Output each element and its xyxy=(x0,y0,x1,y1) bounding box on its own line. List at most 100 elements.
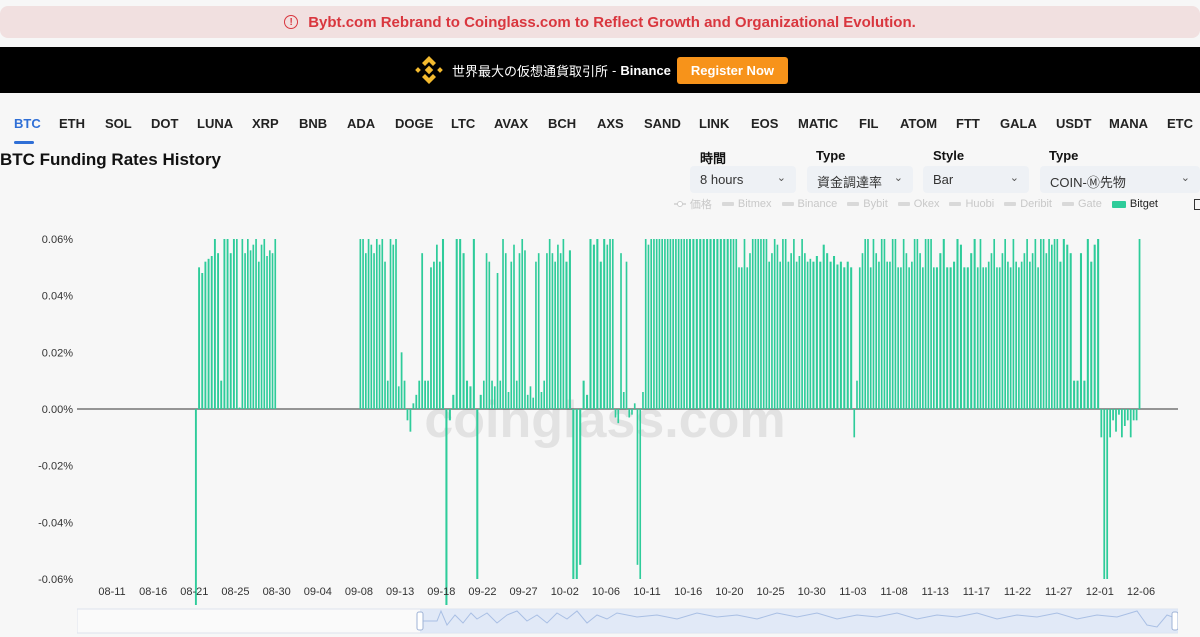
funding-rate-bar[interactable] xyxy=(949,267,952,409)
funding-rate-bar[interactable] xyxy=(706,239,709,409)
funding-rate-bar[interactable] xyxy=(979,239,982,409)
funding-rate-bar[interactable] xyxy=(526,394,529,409)
funding-rate-bar[interactable] xyxy=(1106,409,1109,579)
rate-type-select[interactable]: 資金調達率 ⌄ xyxy=(807,166,913,193)
funding-rate-bar[interactable] xyxy=(617,409,620,424)
funding-rate-bar[interactable] xyxy=(655,239,658,409)
funding-rate-bar[interactable] xyxy=(625,261,628,409)
slider-left-handle[interactable] xyxy=(416,611,424,631)
funding-rate-bar[interactable] xyxy=(1053,239,1056,409)
funding-rate-bar[interactable] xyxy=(255,239,257,409)
funding-rate-bar[interactable] xyxy=(367,239,370,409)
funding-rate-bar[interactable] xyxy=(1009,267,1012,409)
funding-rate-bar[interactable] xyxy=(677,239,680,409)
funding-rate-bar[interactable] xyxy=(518,253,521,409)
funding-rate-bar[interactable] xyxy=(1079,253,1083,409)
funding-rate-bar[interactable] xyxy=(743,239,746,409)
funding-rate-bar[interactable] xyxy=(452,394,455,409)
funding-rate-bar[interactable] xyxy=(760,239,762,409)
funding-rate-bar[interactable] xyxy=(867,239,869,409)
funding-rate-bar[interactable] xyxy=(575,409,578,579)
funding-rate-bar[interactable] xyxy=(433,261,435,409)
register-now-button[interactable]: Register Now xyxy=(676,56,788,84)
funding-rate-bar[interactable] xyxy=(636,409,639,565)
tab-link[interactable]: LINK xyxy=(699,116,730,131)
funding-rate-bar[interactable] xyxy=(504,253,507,409)
funding-rate-bar[interactable] xyxy=(666,239,669,409)
funding-rate-bar[interactable] xyxy=(1031,253,1034,409)
funding-rate-bar[interactable] xyxy=(839,261,842,409)
funding-rate-bar[interactable] xyxy=(226,239,229,409)
funding-rate-bar[interactable] xyxy=(998,267,1001,409)
funding-rate-bar[interactable] xyxy=(1029,261,1031,409)
funding-rate-bar[interactable] xyxy=(647,244,650,409)
funding-rate-bar[interactable] xyxy=(532,397,535,409)
funding-rate-bar[interactable] xyxy=(843,267,846,409)
funding-rate-bar[interactable] xyxy=(1001,253,1004,409)
funding-rate-bar[interactable] xyxy=(812,261,815,409)
funding-rate-bar[interactable] xyxy=(996,267,998,409)
funding-rate-bar[interactable] xyxy=(946,267,949,409)
funding-rate-bar[interactable] xyxy=(1048,239,1050,409)
funding-rate-bar[interactable] xyxy=(985,267,987,409)
funding-rate-bar[interactable] xyxy=(375,239,378,409)
funding-rate-bar[interactable] xyxy=(546,253,548,409)
funding-rate-bar[interactable] xyxy=(397,386,400,409)
funding-rate-bar[interactable] xyxy=(614,409,617,418)
legend-item-binance[interactable]: Binance xyxy=(781,198,837,210)
funding-rate-bar[interactable] xyxy=(415,394,418,409)
funding-rate-bar[interactable] xyxy=(719,239,722,409)
funding-rate-bar[interactable] xyxy=(856,380,858,409)
funding-rate-bar[interactable] xyxy=(658,239,661,409)
tab-xrp[interactable]: XRP xyxy=(252,116,279,131)
funding-rate-bar[interactable] xyxy=(933,267,935,409)
funding-rate-bar[interactable] xyxy=(864,239,867,409)
funding-rate-bar[interactable] xyxy=(1045,253,1048,409)
funding-rate-bar[interactable] xyxy=(628,409,631,418)
funding-rate-bar[interactable] xyxy=(1062,239,1065,409)
funding-rate-bar[interactable] xyxy=(551,253,554,409)
legend-item-bybit[interactable]: Bybit xyxy=(847,198,888,210)
funding-rate-bar[interactable] xyxy=(362,239,364,409)
funding-rate-bar[interactable] xyxy=(386,380,389,409)
funding-rate-bar[interactable] xyxy=(900,267,902,409)
funding-rate-bar[interactable] xyxy=(559,253,562,409)
funding-rate-bar[interactable] xyxy=(1034,239,1037,409)
style-select[interactable]: Bar ⌄ xyxy=(923,166,1029,193)
legend-item-bitget[interactable]: Bitget xyxy=(1111,198,1158,210)
tab-sand[interactable]: SAND xyxy=(644,116,681,131)
funding-rate-bar[interactable] xyxy=(1132,409,1135,421)
funding-rate-bar[interactable] xyxy=(204,261,207,409)
funding-rate-bar[interactable] xyxy=(198,267,201,409)
funding-rate-bar[interactable] xyxy=(389,239,392,409)
funding-rate-bar[interactable] xyxy=(905,253,908,409)
funding-rate-bar[interactable] xyxy=(515,380,518,409)
funding-rate-bar[interactable] xyxy=(675,239,677,409)
funding-rate-bar[interactable] xyxy=(751,239,754,409)
funding-rate-bar[interactable] xyxy=(1059,261,1062,409)
funding-rate-bar[interactable] xyxy=(499,380,502,409)
funding-rate-bar[interactable] xyxy=(579,409,582,565)
funding-rate-bar[interactable] xyxy=(819,261,822,409)
funding-rate-bar[interactable] xyxy=(462,253,465,409)
funding-rate-bar[interactable] xyxy=(438,261,441,409)
funding-rate-bar[interactable] xyxy=(1086,239,1089,409)
funding-rate-bar[interactable] xyxy=(762,239,765,409)
funding-rate-bar[interactable] xyxy=(491,380,493,409)
funding-rate-bar[interactable] xyxy=(956,239,959,409)
funding-rate-bar[interactable] xyxy=(942,239,945,409)
funding-rate-bar[interactable] xyxy=(1135,409,1138,421)
funding-rate-bar[interactable] xyxy=(241,239,244,409)
funding-rate-bar[interactable] xyxy=(804,253,806,409)
funding-rate-bar[interactable] xyxy=(787,261,790,409)
funding-rate-bar[interactable] xyxy=(603,239,606,409)
slider-window[interactable] xyxy=(420,609,1178,633)
funding-rate-bar[interactable] xyxy=(768,261,771,409)
legend-item-gate[interactable]: Gate xyxy=(1062,198,1102,210)
funding-rate-bar[interactable] xyxy=(263,239,266,409)
funding-rate-bar[interactable] xyxy=(1090,261,1093,409)
funding-rate-bar[interactable] xyxy=(622,392,625,409)
funding-rate-bar[interactable] xyxy=(1040,239,1042,409)
funding-rate-bar[interactable] xyxy=(976,267,979,409)
funding-rate-bar[interactable] xyxy=(732,239,735,409)
